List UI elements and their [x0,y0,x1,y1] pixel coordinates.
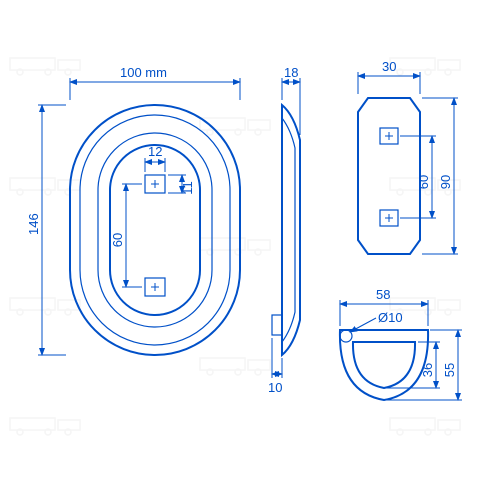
dim-rod: Ø10 [378,310,403,325]
watermark-layer [10,58,460,435]
dim-dring-36: 36 [420,363,435,377]
dim-hole-w: 12 [148,144,162,159]
dim-hole-h: 11 [180,181,195,195]
dring-view: 58 Ø10 36 55 [340,287,462,400]
bracket-view: 30 60 90 [358,59,458,254]
dim-dring-w: 58 [376,287,390,302]
dim-width: 100 mm [120,65,167,80]
front-view: 100 mm 146 12 11 60 [26,65,240,355]
dim-tab: 10 [268,380,282,395]
dim-bracket-w: 30 [382,59,396,74]
dim-spacing: 60 [110,233,125,247]
side-view: 18 10 [268,65,300,395]
dim-bracket-60: 60 [416,175,431,189]
dim-bracket-90: 90 [438,175,453,189]
dim-side-w: 18 [284,65,298,80]
technical-drawing: 100 mm 146 12 11 60 18 [0,0,500,500]
dim-height: 146 [26,213,41,235]
dim-dring-55: 55 [442,363,457,377]
